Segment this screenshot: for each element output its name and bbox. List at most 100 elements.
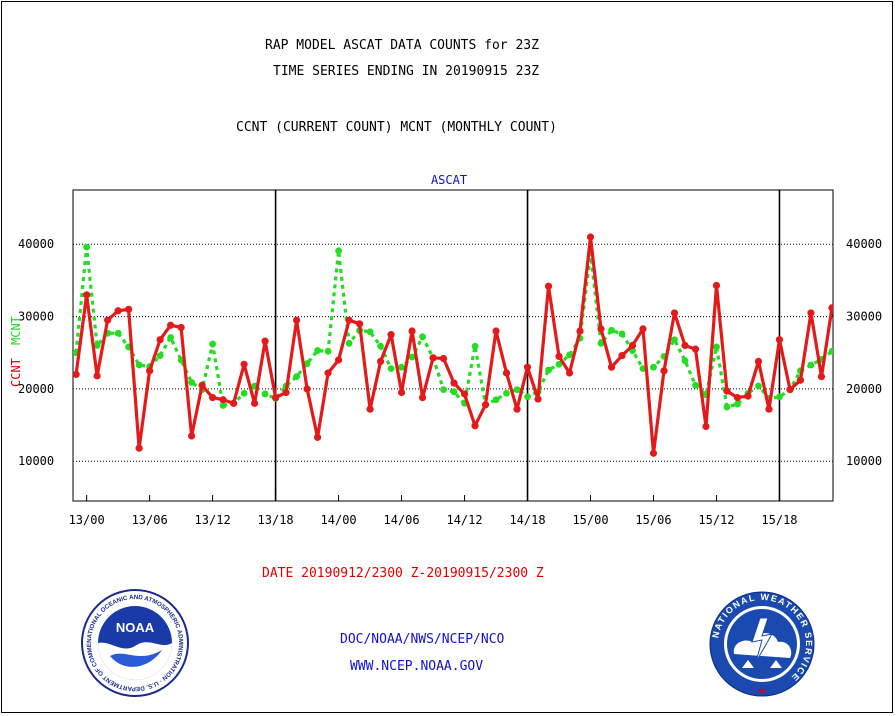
- data-point-ccnt: [177, 323, 185, 332]
- x-tick-label-13-00: 13/00: [69, 513, 105, 527]
- website-label: WWW.NCEP.NOAA.GOV: [350, 659, 484, 674]
- data-point-mcnt: [398, 363, 405, 371]
- data-point-mcnt: [503, 389, 510, 397]
- data-point-ccnt: [670, 309, 679, 317]
- data-point-ccnt: [345, 316, 353, 324]
- data-point-mcnt: [345, 339, 353, 347]
- data-point-ccnt: [639, 325, 647, 333]
- data-point-mcnt: [524, 393, 531, 401]
- x-tick-label-15-06: 15/06: [635, 513, 671, 527]
- data-point-ccnt: [828, 304, 833, 312]
- data-point-mcnt: [219, 402, 227, 409]
- data-point-ccnt: [628, 341, 637, 350]
- data-point-ccnt: [723, 387, 731, 395]
- data-point-ccnt: [586, 233, 595, 241]
- y-tick-label-left-20000: 20000: [18, 382, 54, 396]
- data-point-mcnt: [303, 360, 311, 367]
- data-point-mcnt: [713, 343, 720, 351]
- data-point-ccnt: [230, 399, 238, 407]
- data-point-ccnt: [691, 345, 700, 353]
- chart-title: ASCAT: [431, 173, 467, 187]
- data-point-ccnt: [408, 327, 416, 335]
- data-point-mcnt: [671, 336, 678, 344]
- data-point-ccnt: [681, 341, 689, 350]
- y-tick-label-right-40000: 40000: [846, 237, 882, 251]
- data-point-mcnt: [324, 347, 332, 355]
- data-point-ccnt: [439, 354, 448, 363]
- data-point-ccnt: [796, 376, 805, 384]
- data-point-ccnt: [313, 433, 322, 441]
- y-tick-label-left-40000: 40000: [18, 237, 54, 251]
- data-point-ccnt: [450, 379, 458, 387]
- data-point-ccnt: [303, 385, 311, 393]
- data-point-ccnt: [460, 390, 469, 398]
- data-point-ccnt: [660, 367, 668, 375]
- noaa-logo-text: NOAA: [116, 620, 155, 635]
- data-point-mcnt: [209, 340, 217, 348]
- data-point-ccnt: [282, 388, 290, 397]
- data-point-ccnt: [324, 369, 332, 377]
- data-point-ccnt: [376, 357, 385, 366]
- data-point-ccnt: [334, 356, 343, 364]
- data-point-mcnt: [692, 381, 699, 389]
- data-point-ccnt: [649, 449, 658, 457]
- data-point-ccnt: [702, 422, 710, 431]
- x-tick-label-14-06: 14/06: [384, 513, 420, 527]
- data-point-mcnt: [114, 329, 122, 337]
- data-point-ccnt: [534, 395, 542, 403]
- data-point-mcnt: [188, 378, 196, 386]
- title-line-1: RAP MODEL ASCAT DATA COUNTS for 23Z: [265, 38, 539, 53]
- data-point-ccnt: [366, 405, 374, 413]
- x-tick-label-15-18: 15/18: [761, 513, 797, 527]
- data-point-mcnt: [597, 339, 605, 347]
- data-point-mcnt: [618, 330, 626, 338]
- data-point-mcnt: [755, 382, 762, 390]
- y-axis-label-ccnt: CCNT: [9, 358, 23, 387]
- data-point-mcnt: [828, 347, 833, 355]
- nws-logo: NATIONAL WEATHER SERVICE ★: [709, 591, 815, 697]
- data-point-ccnt: [576, 327, 584, 335]
- y-tick-label-right-10000: 10000: [846, 454, 882, 468]
- data-point-ccnt: [523, 363, 532, 371]
- data-point-ccnt: [618, 352, 626, 360]
- data-point-ccnt: [733, 393, 742, 402]
- title-line-2: TIME SERIES ENDING IN 20190915 23Z: [273, 64, 540, 79]
- data-point-ccnt: [156, 336, 164, 344]
- data-point-mcnt: [471, 342, 479, 350]
- data-point-ccnt: [754, 357, 763, 366]
- y-tick-label-right-30000: 30000: [846, 310, 882, 324]
- data-point-mcnt: [650, 363, 657, 371]
- x-tick-label-13-12: 13/12: [195, 513, 231, 527]
- x-tick-label-14-12: 14/12: [446, 513, 482, 527]
- data-point-ccnt: [114, 307, 122, 315]
- data-point-mcnt: [167, 334, 175, 341]
- data-point-ccnt: [355, 320, 364, 328]
- data-point-ccnt: [209, 393, 217, 402]
- data-point-mcnt: [734, 400, 741, 408]
- data-point-mcnt: [450, 388, 458, 396]
- data-point-ccnt: [555, 352, 563, 360]
- data-point-mcnt: [387, 365, 395, 373]
- data-point-ccnt: [471, 422, 479, 430]
- data-point-ccnt: [198, 381, 206, 389]
- data-point-mcnt: [566, 351, 573, 359]
- time-series-chart: 10000 10000 20000 20000 30000 30000 40000 40000…: [9, 173, 882, 527]
- data-point-ccnt: [418, 393, 427, 402]
- data-point-ccnt: [219, 396, 227, 404]
- data-point-mcnt: [408, 353, 416, 361]
- data-point-ccnt: [135, 444, 143, 452]
- data-point-ccnt: [502, 369, 511, 377]
- data-point-ccnt: [607, 363, 616, 371]
- data-point-ccnt: [104, 316, 112, 324]
- data-point-mcnt: [681, 357, 689, 365]
- data-point-ccnt: [251, 399, 259, 407]
- x-tick-label-13-06: 13/06: [132, 513, 168, 527]
- date-range-label: DATE 20190912/2300 Z-20190915/2300 Z: [262, 566, 544, 581]
- data-point-ccnt: [765, 405, 773, 413]
- x-tick-label-14-00: 14/00: [321, 513, 357, 527]
- x-tick-label-14-18: 14/18: [509, 513, 545, 527]
- data-point-mcnt: [807, 361, 815, 369]
- data-point-mcnt: [261, 390, 269, 398]
- data-point-ccnt: [73, 370, 80, 379]
